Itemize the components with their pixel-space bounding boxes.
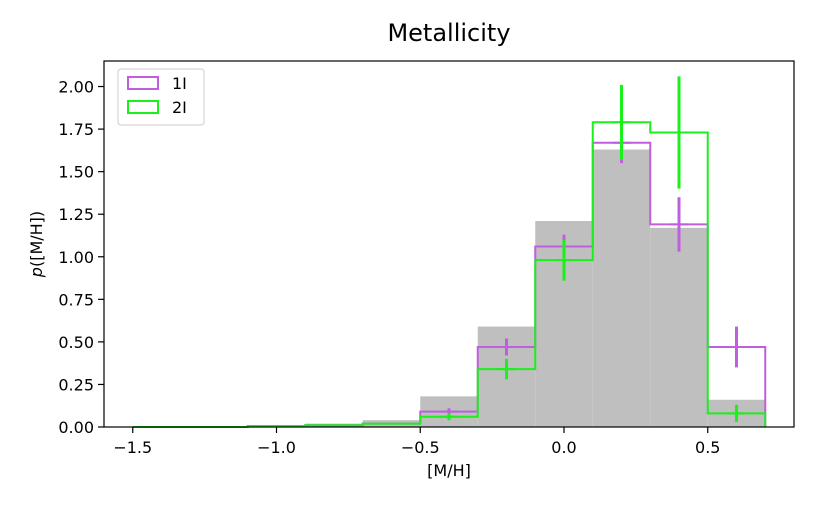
y-tick-label: 0.25 [58,375,94,394]
x-tick-label: −1.5 [113,438,152,457]
y-axis-label: p([M/H]) [27,211,46,278]
axes-frame [103,60,795,428]
series-2 [132,76,767,428]
y-tick-label: 0.75 [58,290,94,309]
background-bar [650,227,708,427]
series-layer [132,76,767,428]
x-tick-label: 0.0 [551,438,576,457]
y-tick-label: 1.25 [58,205,94,224]
background-histogram [247,149,766,427]
legend-box [117,68,205,126]
x-axis-label: [M/H] [427,461,471,480]
y-tick-label: 1.00 [58,248,94,267]
legend-swatch [127,100,159,114]
y-tick-label: 0.00 [58,418,94,437]
x-tick-label: −0.5 [401,438,440,457]
legend-label: 2I [172,98,187,117]
x-tick-label: 0.5 [695,438,720,457]
y-tick-label: 0.50 [58,333,94,352]
x-tick-label: −1.0 [257,438,296,457]
y-tick-label: 1.75 [58,120,94,139]
y-tick-label: 2.00 [58,78,94,97]
legend-label: 1I [172,74,187,93]
legend-swatch [127,76,159,90]
chart-title: Metallicity [387,19,510,47]
y-tick-label: 1.50 [58,163,94,182]
x-axis-ticks: −1.5 −1.0 −0.5 0.0 0.5 [113,427,720,457]
y-axis-ticks: 0.00 0.25 0.50 0.75 1.00 1.25 1.50 1.75 2.00 [58,78,104,437]
background-bar [592,149,651,427]
